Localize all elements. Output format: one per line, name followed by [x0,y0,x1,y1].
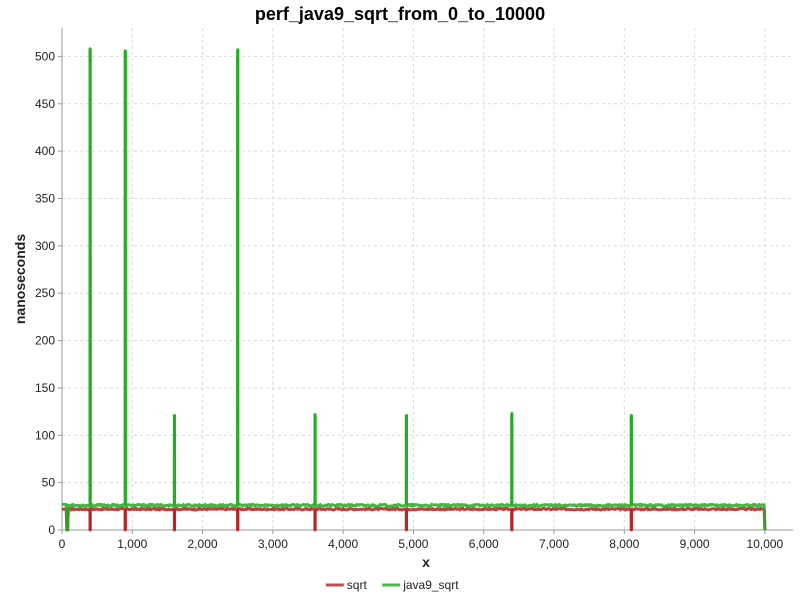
legend: sqrt java9_sqrt [325,578,459,592]
x-tick-label: 4,000 [328,537,358,551]
x-tick-label: 6,000 [469,537,499,551]
series-layer [62,47,767,532]
x-tick-label: 2,000 [188,537,218,551]
tick-labels: 0 50 100 150 200 250 300 350 400 450 500 0 1,000 2,00… [35,49,784,551]
y-tick-label: 250 [35,286,55,300]
y-axis-label: nanoseconds [12,234,28,324]
x-tick-label: 8,000 [609,537,639,551]
x-tick-label: 9,000 [680,537,710,551]
y-tick-label: 150 [35,381,55,395]
x-tick-label: 10,000 [747,537,784,551]
y-tick-label: 100 [35,428,55,442]
chart-title: perf_java9_sqrt_from_0_to_10000 [255,4,545,24]
x-tick-label: 7,000 [539,537,569,551]
x-tick-label: 0 [59,537,66,551]
y-tick-label: 350 [35,191,55,205]
x-tick-label: 5,000 [398,537,428,551]
y-tick-label: 400 [35,144,55,158]
x-axis-label: x [422,554,430,570]
axes [58,28,793,534]
y-tick-label: 450 [35,97,55,111]
y-tick-label: 500 [35,49,55,63]
x-tick-label: 1,000 [117,537,147,551]
legend-label-java9-sqrt: java9_sqrt [402,578,459,592]
y-tick-label: 50 [42,476,56,490]
y-tick-label: 0 [48,523,55,537]
series-line-java9-sqrt [62,47,767,532]
legend-label-sqrt: sqrt [347,578,368,592]
x-tick-label: 3,000 [258,537,288,551]
y-tick-label: 200 [35,334,55,348]
gridlines [62,28,793,530]
y-tick-label: 300 [35,239,55,253]
